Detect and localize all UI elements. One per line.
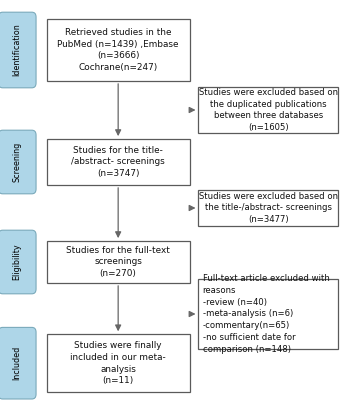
- Bar: [198, 87, 338, 133]
- Bar: [47, 139, 190, 185]
- Bar: [47, 19, 190, 81]
- Text: Studies for the title-
/abstract- screenings
(n=3747): Studies for the title- /abstract- screen…: [71, 146, 165, 178]
- Text: Screening: Screening: [13, 142, 22, 182]
- Text: Eligibility: Eligibility: [13, 244, 22, 280]
- Text: Included: Included: [13, 346, 22, 380]
- Text: Identification: Identification: [13, 24, 22, 76]
- Text: Studies for the full-text
screenings
(n=270): Studies for the full-text screenings (n=…: [66, 246, 170, 278]
- Text: Full-text article excluded with
reasons
-review (n=40)
-meta-analysis (n=6)
-com: Full-text article excluded with reasons …: [203, 274, 329, 354]
- Text: Studies were excluded based on
the title-/abstract- screenings
(n=3477): Studies were excluded based on the title…: [199, 192, 338, 224]
- FancyBboxPatch shape: [0, 230, 36, 294]
- FancyBboxPatch shape: [0, 327, 36, 399]
- Text: Retrieved studies in the
PubMed (n=1439) ,Embase
(n=3666)
Cochrane(n=247): Retrieved studies in the PubMed (n=1439)…: [57, 28, 179, 72]
- FancyBboxPatch shape: [0, 130, 36, 194]
- Text: Studies were excluded based on
the duplicated publications
between three databas: Studies were excluded based on the dupli…: [199, 88, 338, 132]
- Bar: [198, 279, 338, 349]
- Bar: [198, 190, 338, 226]
- Bar: [47, 241, 190, 283]
- Text: Studies were finally
included in our meta-
analysis
(n=11): Studies were finally included in our met…: [70, 341, 166, 386]
- Bar: [47, 334, 190, 392]
- FancyBboxPatch shape: [0, 12, 36, 88]
